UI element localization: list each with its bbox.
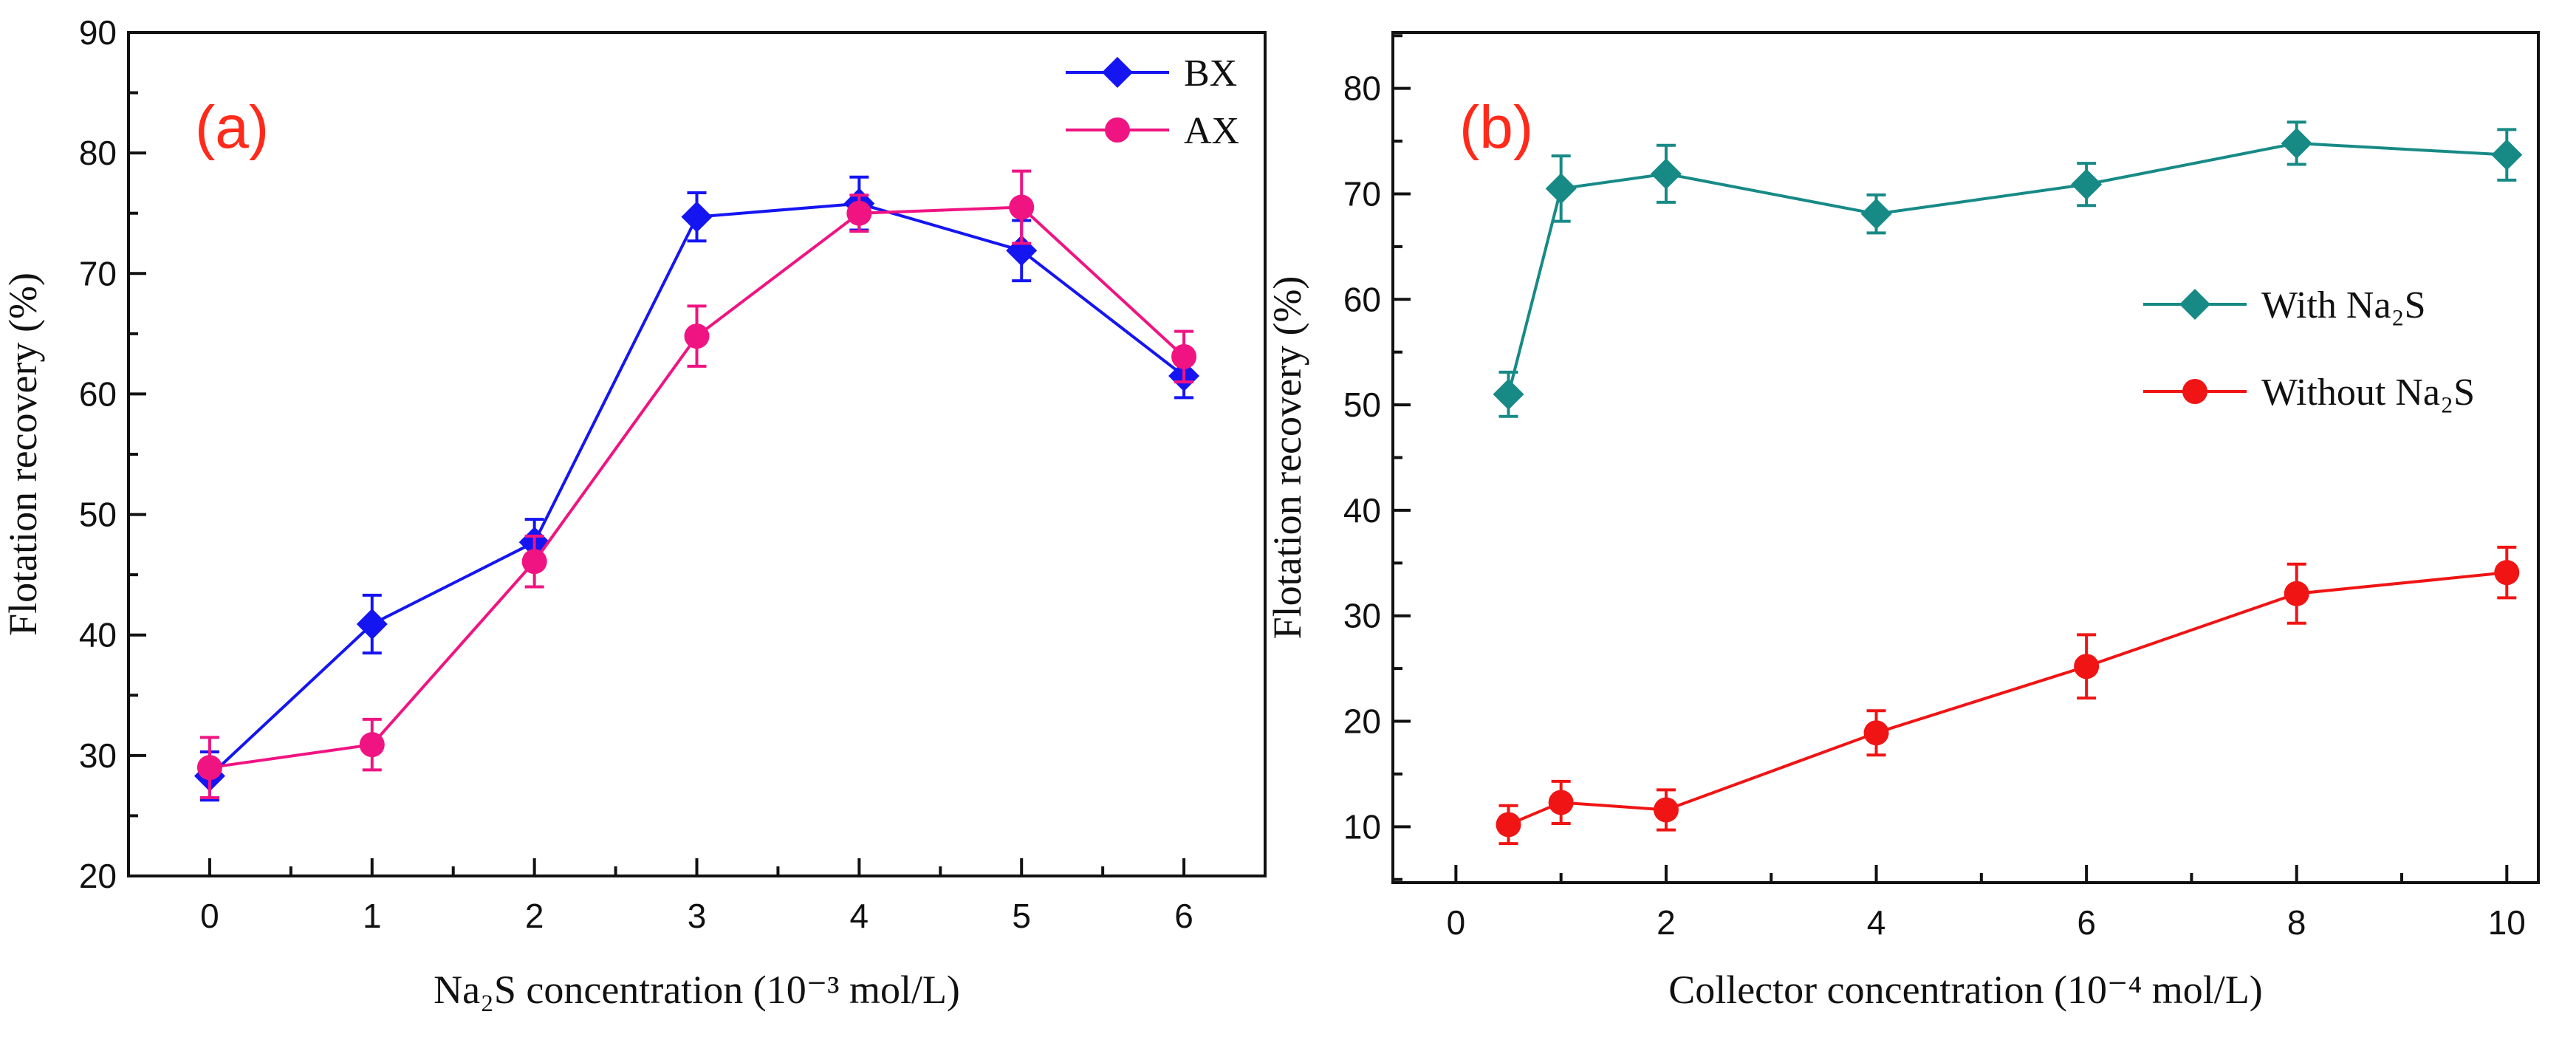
y-tick-label: 20 bbox=[79, 857, 117, 895]
x-tick-label: 5 bbox=[1012, 897, 1031, 935]
x-axis-title: Na₂S concentration (10⁻³ mol/L) bbox=[434, 968, 960, 1012]
data-point bbox=[684, 324, 710, 349]
data-point bbox=[2491, 139, 2523, 171]
y-tick-label: 70 bbox=[1343, 174, 1381, 213]
data-point bbox=[846, 200, 872, 226]
x-tick-label: 6 bbox=[2077, 903, 2096, 942]
panel-label: (a) bbox=[195, 94, 269, 161]
x-tick-label: 3 bbox=[688, 897, 707, 935]
legend-entry: AX bbox=[1066, 110, 1239, 152]
series-line bbox=[209, 205, 1185, 770]
series-withnas bbox=[1493, 120, 2523, 418]
data-point bbox=[196, 755, 222, 781]
y-tick-label: 50 bbox=[1343, 386, 1381, 424]
y-tick-label: 20 bbox=[1343, 702, 1381, 741]
y-tick-label: 70 bbox=[79, 254, 117, 292]
chart-panel-a: 0 1 2 3 4 5 6 20 30 40 50 60 70 80 90 Na₂S concentratio… bbox=[1, 13, 1267, 1012]
x-tick-label: 2 bbox=[1657, 903, 1676, 942]
data-point bbox=[2074, 654, 2100, 680]
y-tick-label: 10 bbox=[1343, 807, 1381, 846]
y-tick-label: 30 bbox=[79, 736, 117, 775]
data-point bbox=[1860, 198, 1892, 230]
plot-frame bbox=[1391, 31, 2540, 884]
y-tick-label: 50 bbox=[79, 496, 117, 534]
legend-entry: With Na₂S bbox=[2143, 284, 2426, 326]
x-tick-label: 6 bbox=[1174, 897, 1193, 935]
data-point bbox=[2494, 560, 2520, 586]
legend-entry: Without Na₂S bbox=[2143, 372, 2475, 414]
legend-marker bbox=[2179, 289, 2210, 320]
data-point bbox=[681, 201, 713, 233]
series-line bbox=[1507, 571, 2507, 826]
data-point bbox=[2284, 581, 2309, 606]
data-point bbox=[1863, 720, 1889, 746]
data-point bbox=[359, 732, 385, 758]
x-axis-title: Collector concentration (10⁻⁴ mol/L) bbox=[1668, 968, 2263, 1012]
x-tick-label: 0 bbox=[200, 897, 219, 935]
series-withoutnas bbox=[1496, 545, 2520, 846]
x-tick-label: 1 bbox=[363, 897, 382, 935]
data-point bbox=[1548, 790, 1574, 815]
y-tick-label: 30 bbox=[1343, 597, 1381, 635]
chart-panel-b: 0 2 4 6 8 10 10 20 30 40 50 60 70 80 Collector concent… bbox=[1265, 31, 2540, 1012]
data-point bbox=[2071, 168, 2103, 200]
legend-entry: BX bbox=[1066, 52, 1237, 95]
legend-marker bbox=[1105, 117, 1130, 143]
plot-frame bbox=[127, 31, 1267, 877]
series-line bbox=[208, 202, 1185, 778]
y-tick-label: 80 bbox=[1343, 69, 1381, 108]
legend-marker bbox=[1102, 57, 1133, 88]
legend-label: With Na₂S bbox=[2261, 284, 2426, 326]
data-point bbox=[1650, 158, 1682, 190]
x-tick-label: 4 bbox=[850, 897, 869, 935]
data-point bbox=[1171, 343, 1197, 369]
data-point bbox=[1009, 194, 1035, 220]
legend-label: AX bbox=[1184, 110, 1239, 152]
x-tick-label: 2 bbox=[525, 897, 544, 935]
data-point bbox=[1653, 797, 1679, 823]
x-tick-label: 0 bbox=[1447, 903, 1466, 942]
legend-label: BX bbox=[1184, 52, 1237, 95]
data-point bbox=[1493, 378, 1524, 410]
y-tick-label: 80 bbox=[79, 134, 117, 172]
series-bx bbox=[193, 175, 1200, 802]
y-tick-label: 40 bbox=[79, 616, 117, 654]
series-ax bbox=[196, 169, 1197, 799]
y-tick-label: 60 bbox=[79, 374, 117, 413]
x-tick-label: 8 bbox=[2287, 903, 2306, 942]
y-axis-title: Flotation recovery (%) bbox=[1265, 276, 1309, 640]
x-tick-label: 4 bbox=[1867, 903, 1886, 942]
y-axis-title: Flotation recovery (%) bbox=[1, 273, 45, 636]
data-point bbox=[1496, 812, 1521, 838]
y-tick-label: 60 bbox=[1343, 280, 1381, 318]
data-point bbox=[521, 549, 547, 575]
data-point bbox=[2281, 127, 2312, 159]
x-tick-label: 10 bbox=[2488, 903, 2526, 942]
data-point bbox=[356, 609, 388, 640]
y-tick-label: 40 bbox=[1343, 491, 1381, 530]
legend-marker bbox=[2182, 379, 2207, 404]
panel-label: (b) bbox=[1459, 94, 1533, 161]
data-point bbox=[1545, 173, 1577, 205]
legend-label: Without Na₂S bbox=[2261, 372, 2475, 414]
y-tick-label: 90 bbox=[79, 13, 117, 52]
